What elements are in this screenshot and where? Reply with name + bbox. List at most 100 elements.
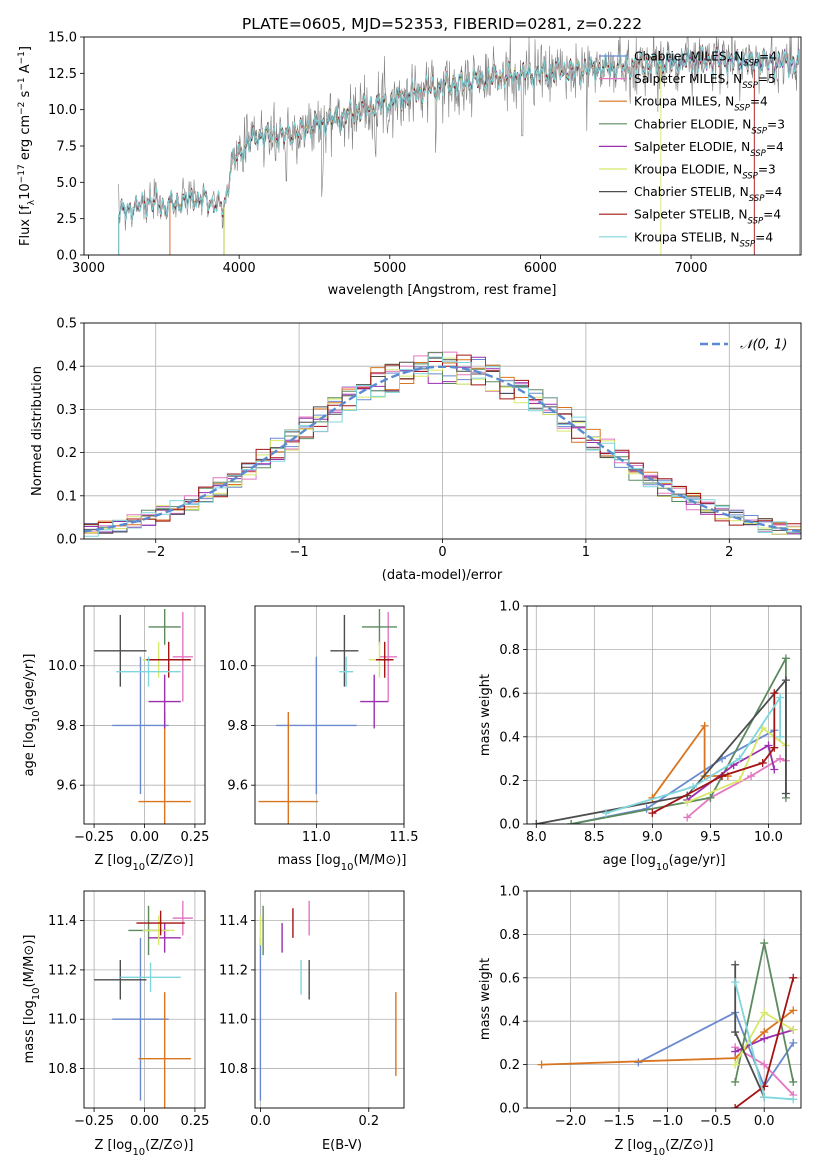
weight-marker-chabrier_elodie [567,820,576,824]
normal-curve [84,365,801,533]
axes-frame [526,605,802,825]
x-tick-label: 7000 [674,261,707,276]
weight-marker-salpeter_miles [747,772,756,781]
weight-marker-kroupa_stelib [776,693,785,702]
y-tick-label: 2.5 [56,212,77,227]
errorbar-point-kroupa_miles [138,992,191,1108]
residual-histogram-salpeter_stelib [84,354,801,526]
label-part: ] [18,46,33,51]
y-tick-label: 10.0 [48,103,77,118]
x-tick-label: 1 [582,545,590,560]
legend: Chabrier MILES, NSSP​=4 Salpeter MILES, N… [599,50,785,249]
weight-marker-salpeter_elodie [760,1034,769,1043]
legend-text: Salpeter MILES, N [634,72,742,86]
y-tick-label: 0.8 [499,643,520,658]
legend-count: =4 [766,140,784,154]
weight-marker-salpeter_stelib [789,973,798,982]
plot-area [527,606,801,824]
label-subscript: 10 [652,1147,665,1158]
legend-subscript: SSP [740,239,756,249]
legend-text: Salpeter ELODIE, N [634,140,750,154]
label-superscript: −17 [17,164,27,183]
weight-marker-chabrier_elodie [781,654,790,663]
y-axis-label: Normed distribution [30,366,45,496]
plot-area [255,606,404,824]
weight-marker-kroupa_miles [700,721,709,730]
legend-subscript: SSP [734,104,750,114]
errorbar-point-chabrier_elodie [361,608,397,645]
label-part: Flux [f [18,205,33,246]
y-tick-label: 0.4 [499,1015,520,1030]
label-subscript: 10 [132,862,145,873]
x-tick-label: 0.25 [180,1114,209,1129]
weight-marker-salpeter_elodie [770,765,779,774]
weight-marker-kroupa_miles [537,1060,546,1069]
weight-marker-salpeter_stelib [648,809,657,818]
weight-marker-chabrier_elodie [731,1077,740,1086]
y-tick-label: 10.8 [219,1062,248,1077]
x-tick-label: 8.0 [526,830,547,845]
label-part: (age/yr)] [669,853,726,868]
x-tick-label: 8.5 [584,830,605,845]
legend-text: Salpeter STELIB, N [634,208,747,222]
x-tick-label: 10.0 [754,830,783,845]
label-part: age [log [603,853,656,868]
label-part: s [18,90,33,101]
axes-frame [254,605,405,825]
legend-subscript: SSP [750,149,766,159]
weight-marker-salpeter_stelib [770,689,779,698]
plot-area [84,606,205,824]
weight-marker-kroupa_stelib [731,978,740,987]
legend-subscript: SSP [749,194,765,204]
legend-normal: 𝒩(0, 1) [700,338,787,353]
legend-label: Salpeter MILES, NSSP​=5 [634,72,776,91]
x-axis-label: Z [log10​(Z/Z⊙)] [95,1138,194,1158]
label-part: Z [log [615,1138,653,1153]
errorbar-point-chabrier_miles [276,656,357,795]
legend-count: =4 [755,230,773,244]
x-axis-label: Z [log10​(Z/Z⊙)] [95,853,194,873]
x-tick-label: −0.25 [74,1114,114,1129]
x-tick-label: 0.0 [250,1114,271,1129]
errorbar-point-kroupa_stelib [120,962,181,993]
errorbar-point-salpeter_elodie [148,674,181,729]
y-tick-label: 0.0 [56,249,77,264]
x-tick-label: 11.5 [390,830,419,845]
weight-line-kroupa_miles [651,723,728,799]
weight-marker-kroupa_stelib [601,809,610,818]
weight-marker-salpeter_miles [760,1060,769,1069]
x-axis-label: (data-model)/error [382,568,503,583]
label-part: (M/M⊙)] [354,853,407,868]
panel-mass_vs_ebv: 0.0 0.2 10.8 11.0 11.2 11.4 [219,890,405,1129]
errorbar-point-salpeter_elodie [148,923,181,953]
label-part: (Z/Z⊙)] [145,853,193,868]
weight-marker-kroupa_stelib [689,782,698,791]
x-tick-label: −2 [146,545,165,560]
plot-area [118,37,800,255]
x-tick-label: 9.0 [642,830,663,845]
y-tick-label: 5.0 [56,176,77,191]
x-axis-label: mass [log10​(M/M⊙)] [278,853,407,873]
x-tick-label: 6000 [524,261,557,276]
weight-marker-kroupa_elodie [760,1008,769,1017]
plot-area [255,891,404,1108]
label-part: mass [log [22,1000,37,1063]
y-tick-label: 11.2 [219,963,248,978]
label-part: (Z/Z⊙)] [145,1138,193,1153]
y-tick-label: 0.8 [499,928,520,943]
x-tick-label: 2 [725,545,733,560]
errorbar-point-salpeter_miles [379,611,397,702]
axes-frame [83,36,802,256]
label-part: Z [log [95,853,133,868]
y-tick-label: 9.6 [56,779,77,794]
panel-age_vs_z: −0.25 0.00 0.25 9.6 9.8 10.0 [48,605,209,845]
label-superscript: −1 [17,51,27,64]
legend-text: Chabrier ELODIE, N [634,117,751,131]
x-axis-label: E(B-V) [322,1138,362,1153]
y-axis-label: mass weight [478,674,493,756]
legend-label: Salpeter ELODIE, NSSP​=4 [634,140,784,159]
label-part: mass [log [278,853,341,868]
legend-count: =4 [763,208,781,222]
y-axis-label: Flux [fλ10−17 erg cm−2 s−1 A−1] [17,46,37,246]
model-spectrum-kroupa_stelib [118,46,800,255]
